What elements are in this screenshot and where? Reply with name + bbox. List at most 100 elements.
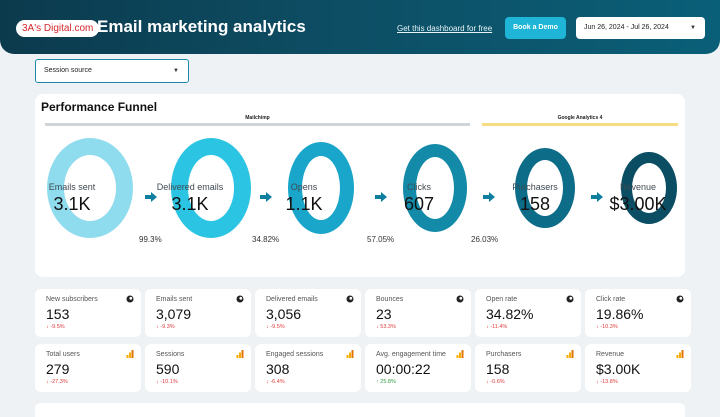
stage-value: 3.1K [171,194,209,214]
kpi-label: Emails sent [156,296,193,303]
kpi-emails-sent: Emails sent 3,079 ↓ -9.3% [145,289,251,337]
next-section-card [35,403,685,417]
mailchimp-icon [566,295,574,303]
analytics-icon [236,350,244,358]
kpi-delta: ↓ -9.5% [266,324,285,330]
arrow-right-icon [591,192,603,202]
header-bar: 3A's Digital.com Email marketing analyti… [0,0,720,54]
kpi-value: 23 [376,306,392,322]
conversion-rate: 99.3% [139,235,162,244]
arrow-right-icon [145,192,157,202]
kpi-bounces: Bounces 23 ↓ 53.3% [365,289,471,337]
analytics-icon [126,350,134,358]
kpi-delta: ↓ -11.4% [486,324,508,330]
funnel-title: Performance Funnel [41,100,158,114]
kpi-label: Delivered emails [266,296,318,303]
mailchimp-icon [126,295,134,303]
kpi-purchasers: Purchasers 158 ↓ -0.6% [475,344,581,392]
session-source-value: Session source [44,67,92,74]
kpi-label: Bounces [376,296,404,303]
kpi-delta: ↓ -9.3% [156,324,175,330]
kpi-delta: ↓ -27.3% [46,379,68,385]
kpi-sessions: Sessions 590 ↓ -10.1% [145,344,251,392]
arrow-right-icon [483,192,495,202]
source-label-mailchimp: Mailchimp [245,115,270,121]
analytics-icon [676,350,684,358]
book-demo-button[interactable]: Book a Demo [505,17,566,39]
kpi-delta: ↓ 53.3% [376,324,396,330]
kpi-value: 3,056 [266,306,302,322]
kpi-value: 19.86% [596,306,644,322]
kpi-value: 3,079 [156,306,192,322]
kpi-revenue: Revenue $3.00K ↓ -13.8% [585,344,691,392]
stage-label: Opens [290,182,318,192]
kpi-delivered-emails: Delivered emails 3,056 ↓ -9.5% [255,289,361,337]
arrow-right-icon [260,192,272,202]
kpi-label: Engaged sessions [266,351,324,358]
chevron-down-icon: ▼ [690,25,696,31]
funnel-ring-purchasers [515,148,575,228]
kpi-delta: ↓ -0.6% [486,379,505,385]
kpi-label: Avg. engagement time [376,351,446,358]
kpi-engaged-sessions: Engaged sessions 308 ↓ -6.4% [255,344,361,392]
kpi-label: Click rate [596,296,626,303]
mailchimp-icon [236,295,244,303]
kpi-label: Total users [46,351,80,358]
stage-label: Clicks [407,182,431,192]
kpi-delta: ↓ -6.4% [266,379,285,385]
kpi-new-subscribers: New subscribers 153 ↓ -9.5% [35,289,141,337]
source-label-ga4: Google Analytics 4 [557,115,603,121]
conversion-rate: 34.82% [252,235,280,244]
kpi-value: 590 [156,361,180,377]
stage-value: 3.1K [53,194,91,214]
kpi-open-rate: Open rate 34.82% ↓ -11.4% [475,289,581,337]
kpi-delta: ↓ -13.8% [596,379,618,385]
source-bar-ga4 [482,123,678,126]
stage-value: 158 [519,194,551,214]
funnel-ring-revenue [621,152,677,224]
kpi-avg-engagement-time: Avg. engagement time 00:00:22 ↑ 25.8% [365,344,471,392]
stage-label: Purchasers [512,182,558,192]
analytics-icon [456,350,464,358]
kpi-value: 308 [266,361,290,377]
performance-funnel-card: Performance Funnel Mailchimp Google Anal… [35,94,685,277]
kpi-label: Open rate [486,296,518,303]
date-range-select[interactable]: Jun 26, 2024 - Jul 26, 2024 ▼ [576,17,705,39]
kpi-delta: ↑ 25.8% [376,379,396,385]
conversion-rate: 57.05% [367,235,395,244]
kpi-value: 153 [46,306,70,322]
kpi-value: 158 [486,361,510,377]
mailchimp-icon [346,295,354,303]
kpi-value: 00:00:22 [376,361,431,377]
kpi-delta: ↓ -10.1% [156,379,178,385]
analytics-icon [346,350,354,358]
stage-label: Revenue [619,182,657,192]
kpi-label: Sessions [156,351,185,358]
arrow-right-icon [375,192,387,202]
mailchimp-icon [456,295,464,303]
mailchimp-icon [676,295,684,303]
kpi-label: New subscribers [46,296,98,303]
session-source-select[interactable]: Session source ▼ [35,59,189,83]
stage-value: $3.00K [609,194,667,214]
get-dashboard-link[interactable]: Get this dashboard for free [397,24,493,33]
kpi-label: Purchasers [486,351,522,358]
kpi-label: Revenue [596,351,625,358]
analytics-icon [566,350,574,358]
stage-label: Emails sent [48,182,96,192]
kpi-value: 279 [46,361,70,377]
kpi-delta: ↓ -10.3% [596,324,618,330]
brand-logo: 3A's Digital.com [16,20,100,37]
conversion-rate: 26.03% [471,235,499,244]
page-title: Email marketing analytics [97,17,306,36]
kpi-delta: ↓ -9.5% [46,324,65,330]
source-bar-mailchimp [45,123,470,126]
stage-label: Delivered emails [156,182,224,192]
kpi-click-rate: Click rate 19.86% ↓ -10.3% [585,289,691,337]
stage-value: 1.1K [285,194,323,214]
kpi-value: 34.82% [486,306,534,322]
chevron-down-icon: ▼ [173,68,179,74]
stage-value: 607 [403,194,435,214]
kpi-value: $3.00K [596,361,641,377]
date-range-value: Jun 26, 2024 - Jul 26, 2024 [584,24,669,31]
